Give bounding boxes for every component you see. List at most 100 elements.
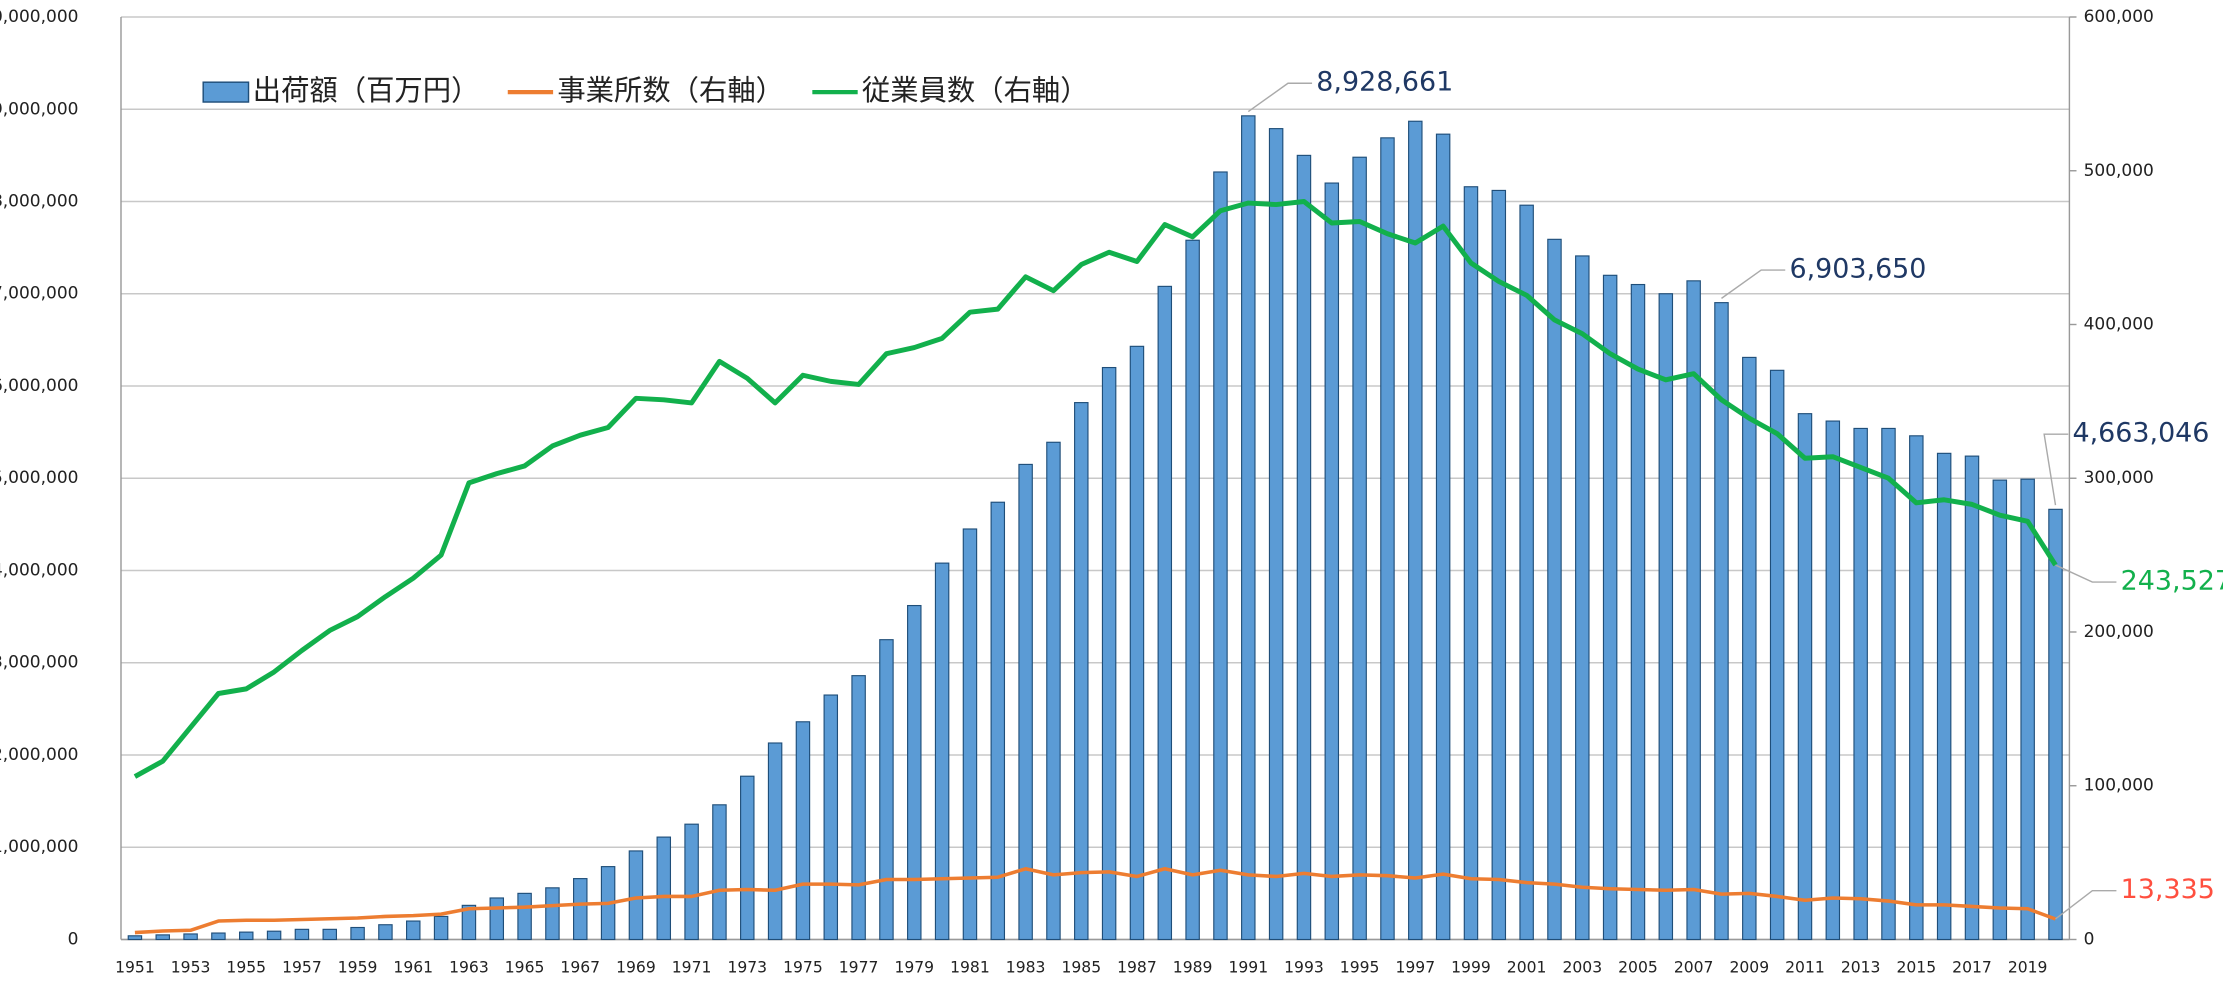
y-tick-label: 0 [68, 929, 79, 949]
bar [294, 928, 310, 941]
legend-label: 従業員数（右軸） [862, 74, 1089, 107]
x-tick-label: 1985 [1061, 958, 1101, 976]
bar [1686, 280, 1701, 941]
x-tick-label: 1995 [1340, 958, 1380, 976]
bar [740, 775, 755, 941]
bar [823, 694, 839, 941]
bar [183, 933, 198, 941]
legend-label: 事業所数（右軸） [557, 74, 784, 107]
x-tick-label: 1969 [616, 958, 656, 976]
x-tick-label: 1975 [783, 958, 823, 976]
bar [266, 930, 282, 941]
bar [155, 934, 170, 941]
leader-line [2055, 564, 2117, 583]
bar [1519, 204, 1534, 941]
x-tick-label: 1977 [839, 958, 879, 976]
bar [1213, 171, 1228, 941]
bar [461, 904, 477, 941]
bar [1742, 356, 1757, 941]
bar [2048, 508, 2063, 941]
leader-line [2043, 433, 2069, 506]
x-tick-label: 1979 [894, 958, 934, 976]
y2-tick-label: 0 [2084, 929, 2095, 949]
bar [1602, 274, 1618, 941]
bar [1296, 154, 1312, 941]
x-tick-label: 1955 [226, 958, 266, 976]
x-tick-label: 1989 [1173, 958, 1213, 976]
bar [1380, 137, 1395, 941]
data-label: 243,527 [2121, 566, 2223, 597]
bar [1352, 156, 1367, 941]
x-tick-label: 1991 [1228, 958, 1268, 976]
y2-tick-label: 300,000 [2084, 468, 2154, 488]
x-tick-label: 1971 [672, 958, 712, 976]
bar [1018, 463, 1033, 941]
bar [1046, 441, 1061, 941]
bar [907, 604, 922, 941]
leader-line [2055, 889, 2117, 920]
bar [2020, 478, 2035, 941]
data-label: 6,903,650 [1789, 254, 1926, 285]
bar [1408, 120, 1423, 941]
data-label: 8,928,661 [1316, 67, 1453, 98]
bar [990, 501, 1006, 941]
bar [322, 928, 338, 941]
bar [795, 721, 811, 941]
x-tick-label: 2005 [1618, 958, 1658, 976]
bar [1491, 189, 1507, 941]
x-tick-label: 2007 [1674, 958, 1714, 976]
y-tick-label: 10,000,000 [0, 7, 78, 27]
y-tick-label: 6,000,000 [0, 376, 78, 396]
y2-tick-label: 600,000 [2084, 7, 2154, 27]
bar [239, 931, 254, 941]
bar [712, 804, 727, 941]
bar [1435, 133, 1451, 941]
leader-line [1247, 82, 1313, 113]
bar [1630, 283, 1646, 941]
y-tick-label: 2,000,000 [0, 745, 78, 765]
bar [1129, 345, 1145, 941]
y-tick-label: 3,000,000 [0, 653, 78, 673]
bar [1714, 302, 1729, 941]
x-tick-label: 1967 [560, 958, 600, 976]
bar [1825, 420, 1841, 941]
x-tick-label: 1961 [393, 958, 433, 976]
y2-tick-label: 200,000 [2084, 622, 2154, 642]
bar [934, 562, 950, 941]
bar [656, 836, 672, 941]
x-tick-label: 1987 [1117, 958, 1157, 976]
data-label: 4,663,046 [2072, 418, 2209, 449]
x-tick-label: 1981 [950, 958, 990, 976]
x-tick-label: 1997 [1395, 958, 1435, 976]
bar [211, 932, 226, 941]
x-tick-label: 2017 [1952, 958, 1992, 976]
bar [545, 887, 560, 941]
bar [1324, 182, 1340, 941]
bar [1074, 402, 1089, 941]
line [134, 866, 2057, 935]
bar [1575, 255, 1590, 941]
y-tick-label: 9,000,000 [0, 99, 78, 119]
x-tick-label: 2011 [1785, 958, 1825, 976]
bar [851, 675, 866, 941]
bar [127, 935, 143, 941]
bar [350, 926, 365, 941]
x-tick-label: 1993 [1284, 958, 1324, 976]
bar [1463, 186, 1479, 941]
bar [573, 878, 588, 941]
x-tick-label: 1959 [338, 958, 378, 976]
x-tick-label: 2015 [1896, 958, 1936, 976]
x-tick-label: 1953 [171, 958, 211, 976]
x-tick-label: 1999 [1451, 958, 1491, 976]
bar [1547, 238, 1562, 941]
bar [1853, 427, 1868, 941]
x-tick-label: 1965 [505, 958, 545, 976]
bar [1992, 479, 2008, 941]
x-tick-label: 2003 [1562, 958, 1602, 976]
bar [378, 924, 393, 941]
bar [1881, 427, 1896, 941]
x-tick-label: 1983 [1006, 958, 1046, 976]
bar [1185, 239, 1200, 941]
bar [433, 915, 449, 941]
